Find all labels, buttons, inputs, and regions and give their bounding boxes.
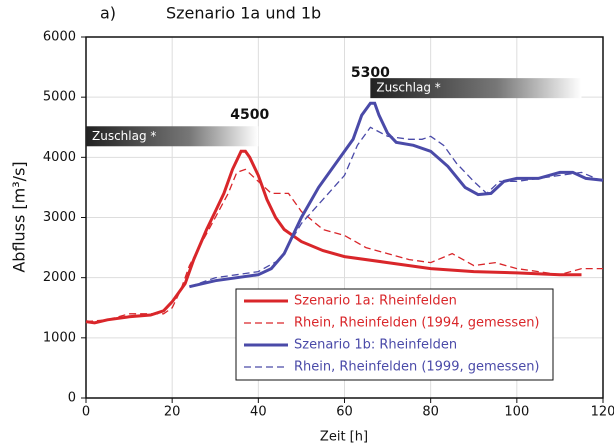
zuschlag-label: Zuschlag *	[376, 81, 440, 95]
y-axis-label: Abfluss [m³/s]	[10, 161, 29, 272]
x-tick-label: 120	[591, 405, 614, 420]
zuschlag-bar	[86, 126, 259, 147]
legend-label: Szenario 1a: Rheinfelden	[294, 294, 457, 309]
annotation: 5300	[351, 65, 390, 81]
y-tick-label: 5000	[43, 90, 76, 105]
series-line	[189, 101, 604, 289]
series-line	[189, 126, 604, 288]
legend-label: Rhein, Rheinfelden (1994, gemessen)	[294, 316, 540, 331]
series-line	[85, 149, 582, 325]
y-tick-label: 2000	[43, 270, 76, 285]
x-tick-label: 60	[336, 405, 353, 420]
y-tick-label: 4000	[43, 150, 76, 165]
panel-label: a)	[100, 4, 116, 23]
legend-box	[235, 288, 554, 381]
y-tick-label: 1000	[43, 330, 76, 345]
legend-label: Szenario 1b: Rheinfelden	[294, 338, 457, 353]
x-tick-label: 40	[250, 405, 267, 420]
legend-label: Rhein, Rheinfelden (1999, gemessen)	[294, 360, 540, 375]
series-line	[85, 168, 603, 323]
x-tick-label: 0	[82, 405, 90, 420]
x-tick-label: 100	[504, 405, 529, 420]
annotation: 4500	[230, 107, 269, 123]
y-tick-label: 3000	[43, 210, 76, 225]
plot-frame	[85, 36, 604, 399]
chart-title: Szenario 1a und 1b	[166, 4, 321, 23]
y-tick-label: 6000	[43, 30, 76, 45]
x-tick-label: 80	[422, 405, 439, 420]
x-axis-label: Zeit [h]	[320, 430, 368, 445]
zuschlag-bar	[370, 78, 582, 99]
y-tick-label: 0	[68, 391, 76, 406]
zuschlag-label: Zuschlag *	[92, 129, 156, 143]
x-tick-label: 20	[164, 405, 181, 420]
